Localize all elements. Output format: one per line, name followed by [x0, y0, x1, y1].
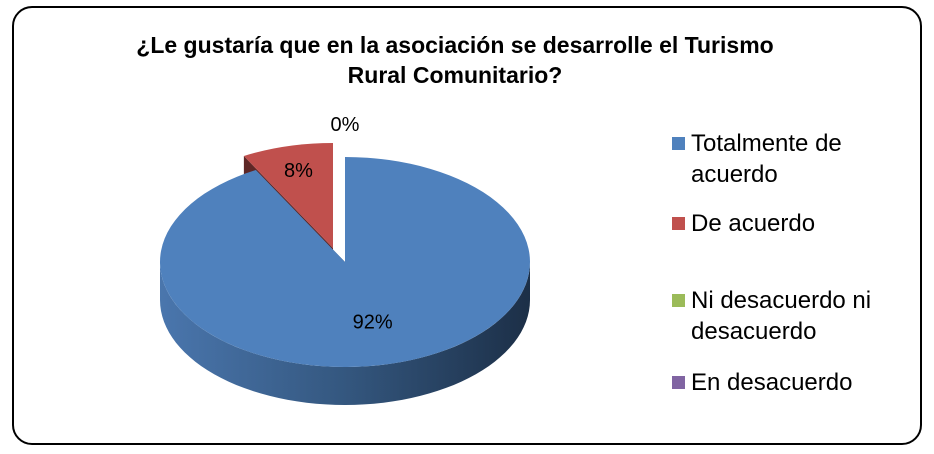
- legend-label: De acuerdo: [691, 210, 816, 237]
- legend-swatch: [672, 294, 685, 307]
- legend-swatch: [672, 376, 685, 389]
- legend-item: Ni desacuerdo ni desacuerdo: [672, 285, 891, 347]
- pie-slice: [159, 157, 530, 368]
- legend-label: Ni desacuerdo ni desacuerdo: [691, 287, 872, 345]
- data-label: 0%: [331, 114, 360, 136]
- chart-frame: [12, 6, 922, 445]
- slice-side: [160, 262, 530, 405]
- data-label: 92%: [353, 311, 393, 333]
- data-label: 8%: [284, 160, 313, 182]
- legend-swatch: [672, 137, 685, 150]
- legend-swatch: [672, 217, 685, 230]
- chart-title: ¿Le gustaría que en la asociación se des…: [136, 32, 774, 88]
- legend-item: De acuerdo: [672, 208, 891, 239]
- legend-item: Totalmente de acuerdo: [672, 128, 891, 190]
- legend-label: Totalmente de acuerdo: [691, 130, 842, 188]
- legend-label: En desacuerdo: [691, 369, 853, 396]
- legend-item: En desacuerdo: [672, 367, 891, 398]
- pie-slice: [243, 143, 333, 248]
